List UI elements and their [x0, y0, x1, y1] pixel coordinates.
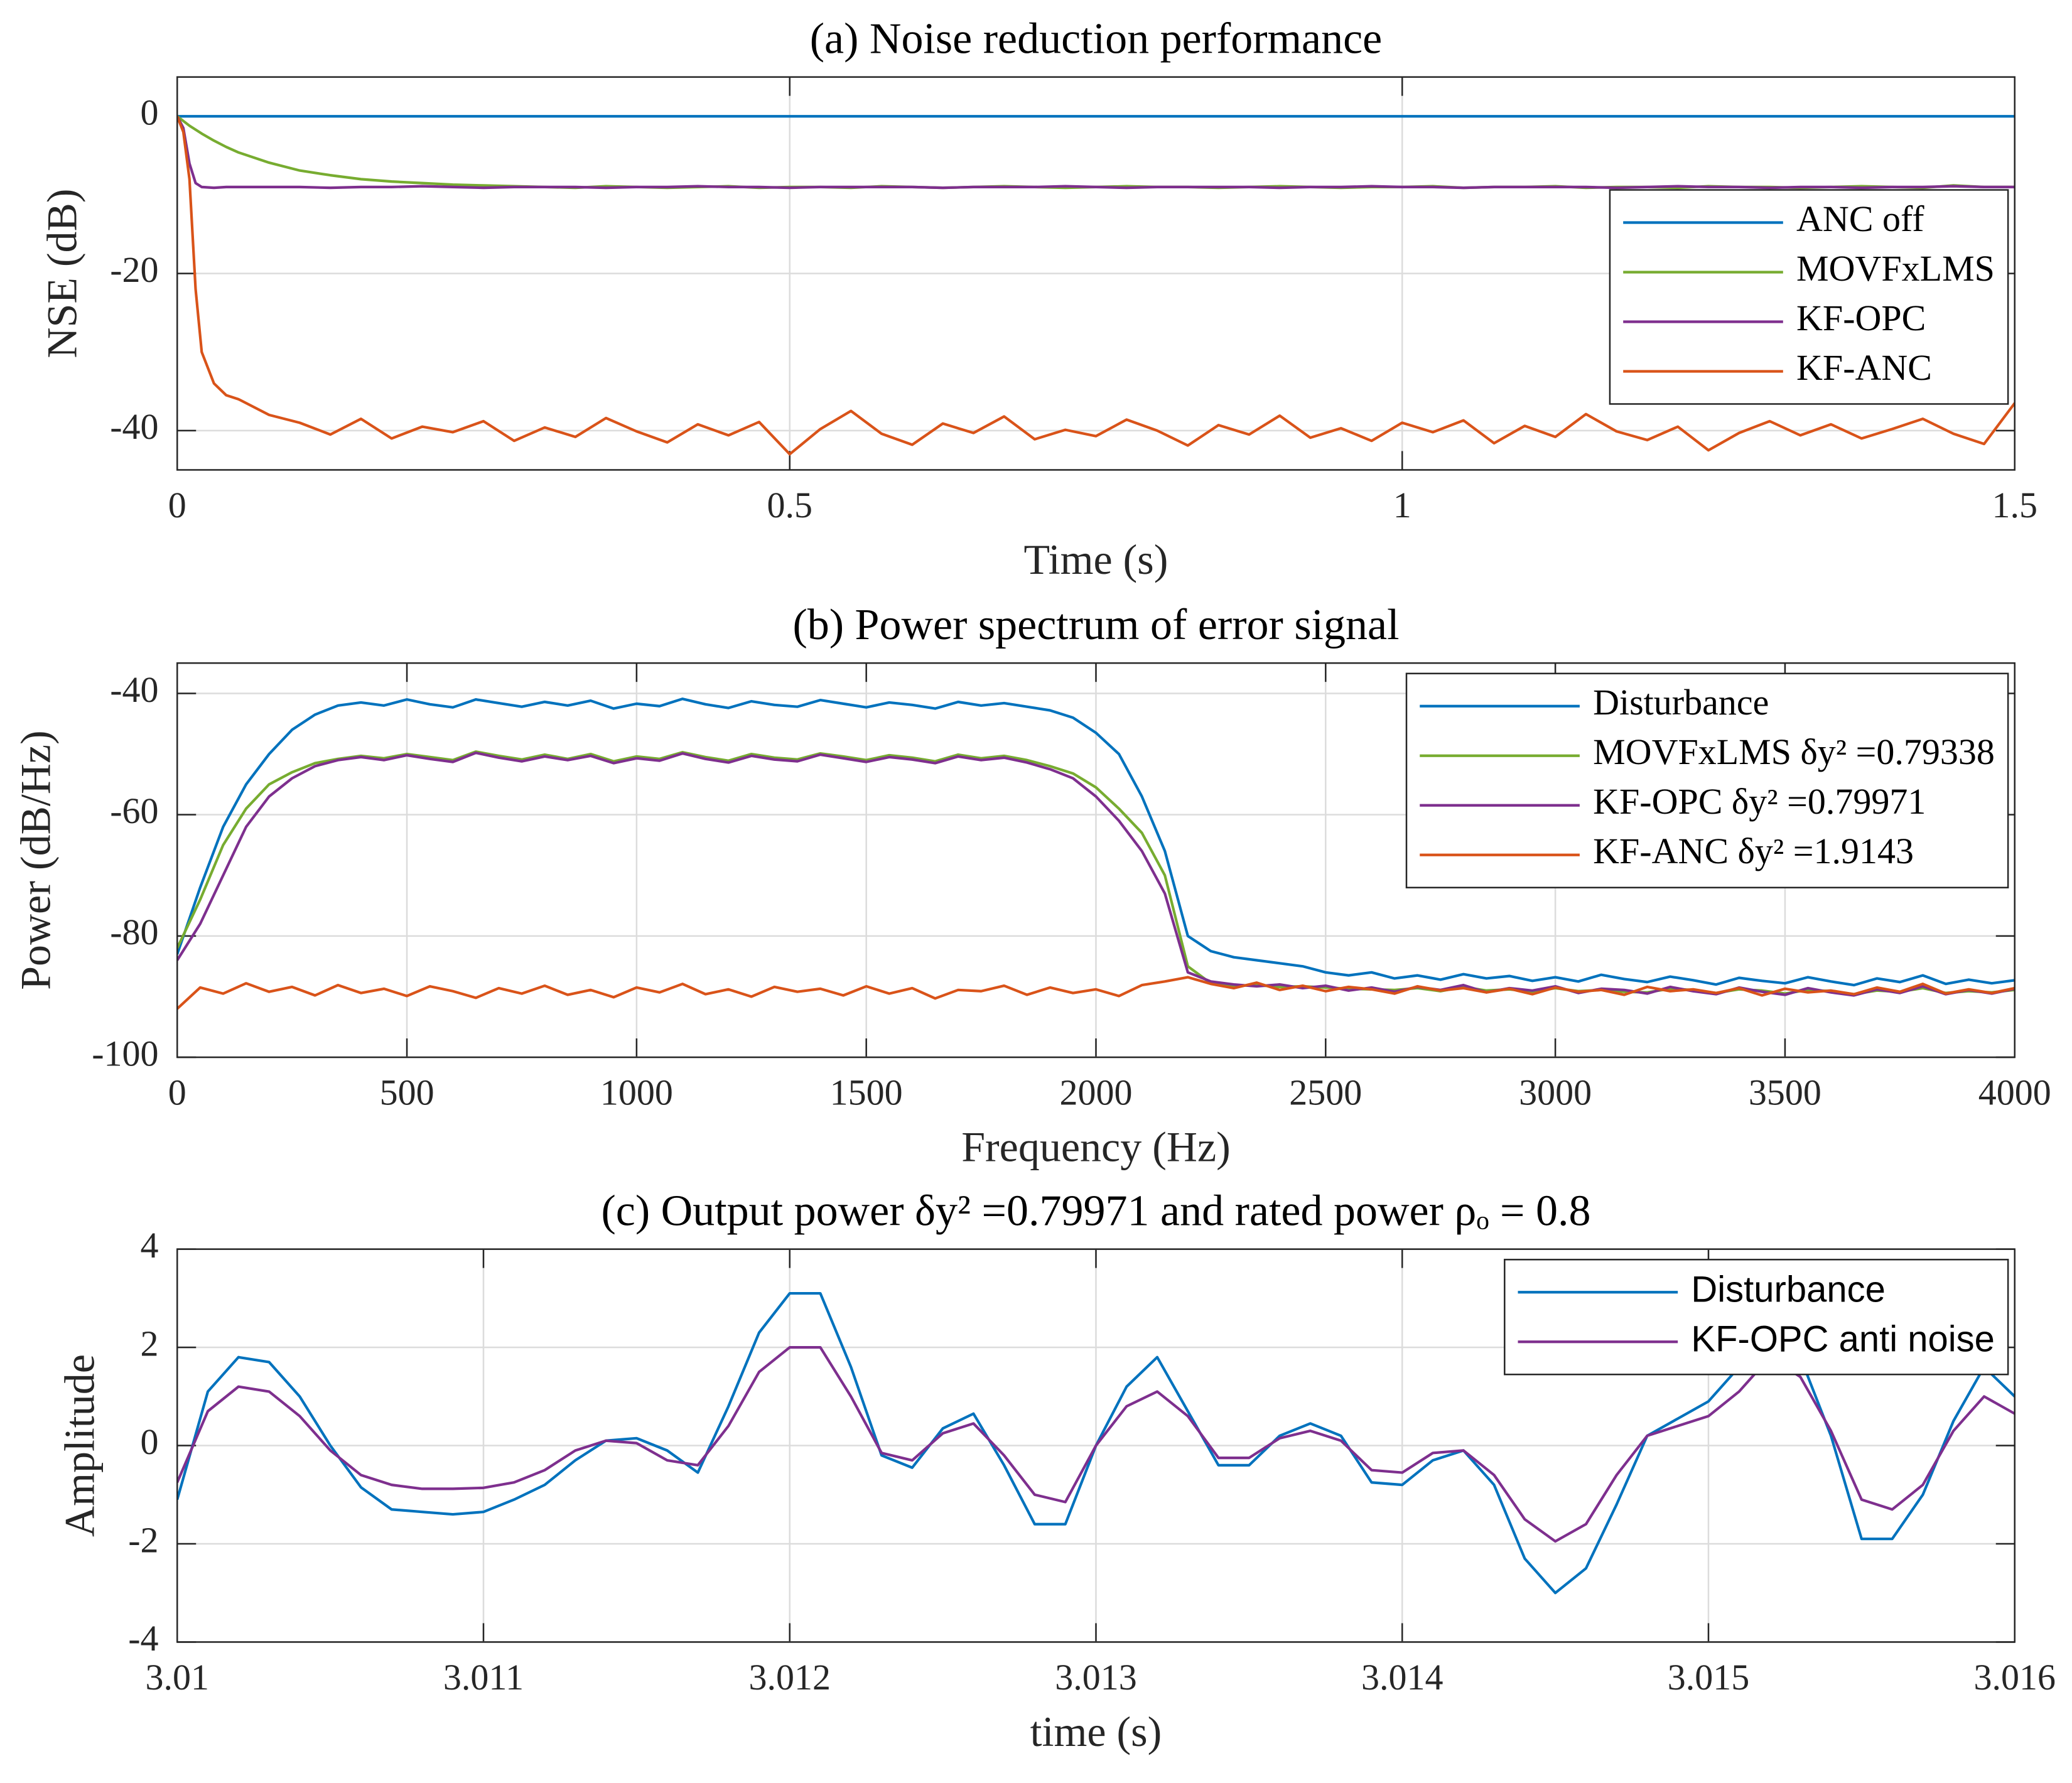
- series-line: [177, 751, 2015, 997]
- chart-title: (c) Output power δy² =0.79971 and rated …: [601, 1187, 1590, 1236]
- x-tick-label: 3.013: [1055, 1657, 1137, 1698]
- series-line: [177, 698, 2015, 987]
- y-tick-label: 4: [141, 1225, 159, 1266]
- legend-label: MOVFxLMS δy² =0.79338: [1593, 731, 1995, 772]
- series-line: [177, 976, 2015, 1010]
- legend: Disturbance MOVFxLMS δy² =0.79338 KF-OPC δ…: [1405, 672, 2009, 889]
- x-tick-label: 2000: [1059, 1072, 1132, 1113]
- x-tick-label: 3.014: [1361, 1657, 1443, 1698]
- legend: ANC off MOVFxLMS KF-OPC KF-ANC: [1609, 189, 2009, 405]
- y-axis-label: Amplitude: [55, 1354, 103, 1537]
- series-line: [177, 116, 2015, 190]
- x-tick-label: 3500: [1749, 1072, 1821, 1113]
- legend-label: ANC off: [1796, 198, 1924, 239]
- legend-label: KF-ANC: [1796, 347, 1932, 388]
- legend-box: [1405, 672, 2009, 889]
- y-tick-label: -80: [110, 912, 158, 952]
- subplot: 0 500 1000 1500 2000 2500 3000 3500 4000 -100 -80 -…: [11, 601, 2051, 1170]
- series-group: [177, 115, 2015, 456]
- y-tick-label: -40: [110, 406, 158, 447]
- x-tick-label: 2500: [1289, 1072, 1362, 1113]
- x-tick-label: 4000: [1978, 1072, 2051, 1113]
- legend-label: Disturbance: [1691, 1269, 1885, 1310]
- legend-box: [1504, 1259, 2009, 1376]
- series-group: [177, 698, 2015, 1010]
- subplot: 0 0.5 1 1.5 -40 -20 0 (a) Noise reduction perfo…: [38, 15, 2037, 583]
- y-tick-label: -2: [128, 1519, 158, 1560]
- y-tick-label: -60: [110, 790, 158, 831]
- x-axis-label: Frequency (Hz): [961, 1123, 1231, 1170]
- legend: Disturbance KF-OPC anti noise: [1504, 1259, 2009, 1376]
- y-tick-label: -20: [110, 249, 158, 290]
- legend-label: Disturbance: [1593, 682, 1769, 723]
- y-tick-label: -100: [92, 1033, 158, 1074]
- x-axis-label: Time (s): [1024, 536, 1168, 583]
- legend-label: KF-OPC δy² =0.79971: [1593, 781, 1926, 822]
- x-tick-label: 0: [168, 1072, 186, 1113]
- subplot: 3.01 3.011 3.012 3.013 3.014 3.015 3.016 -4 -2 0 2…: [55, 1187, 2056, 1755]
- x-tick-label: 3.015: [1668, 1657, 1750, 1698]
- x-tick-label: 3.016: [1973, 1657, 2056, 1698]
- x-tick-label: 3.012: [748, 1657, 831, 1698]
- legend-box: [1609, 189, 2009, 405]
- axes-box: [176, 1248, 2015, 1643]
- axes-box: [176, 76, 2015, 471]
- y-axis-label: Power (dB/Hz): [11, 730, 59, 990]
- legend-label: MOVFxLMS: [1796, 248, 1995, 289]
- chart-title: (b) Power spectrum of error signal: [792, 601, 1399, 649]
- y-tick-label: -4: [128, 1618, 158, 1659]
- y-tick-label: 0: [141, 92, 159, 133]
- y-tick-label: 2: [141, 1323, 159, 1364]
- x-tick-label: 3000: [1519, 1072, 1592, 1113]
- x-tick-label: 3.01: [146, 1657, 210, 1698]
- legend-label: KF-OPC anti noise: [1691, 1319, 1995, 1360]
- x-tick-label: 0: [168, 485, 186, 525]
- series-line: [177, 116, 2015, 456]
- y-tick-label: -40: [110, 669, 158, 710]
- x-tick-label: 500: [380, 1072, 434, 1113]
- x-tick-label: 1: [1393, 485, 1411, 525]
- y-axis-label: NSE (dB): [38, 189, 86, 358]
- x-tick-label: 1.5: [1992, 485, 2037, 525]
- y-tick-label: 0: [141, 1421, 159, 1462]
- series-line: [177, 1346, 2015, 1543]
- x-tick-label: 0.5: [767, 485, 812, 525]
- series-group: [177, 1291, 2015, 1595]
- axes-box: [176, 662, 2015, 1058]
- legend-label: KF-ANC δy² =1.9143: [1593, 831, 1914, 871]
- x-tick-label: 1000: [600, 1072, 673, 1113]
- x-tick-label: 1500: [830, 1072, 903, 1113]
- chart-title: (a) Noise reduction performance: [810, 15, 1383, 63]
- x-tick-label: 3.011: [443, 1657, 524, 1698]
- x-axis-label: time (s): [1030, 1708, 1162, 1755]
- legend-label: KF-OPC: [1796, 298, 1926, 338]
